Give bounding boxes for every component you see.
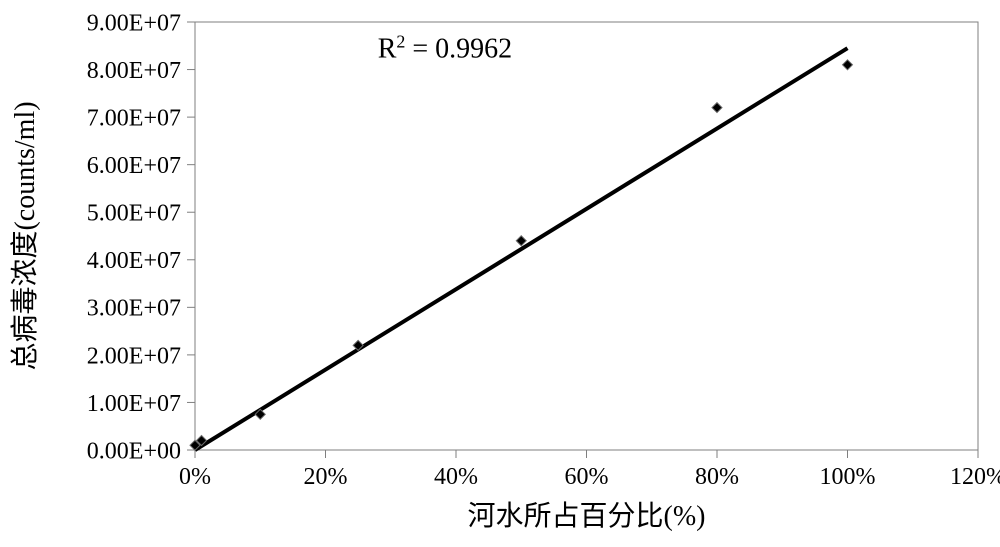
- x-tick-label: 80%: [695, 464, 739, 490]
- x-tick-label: 20%: [304, 464, 348, 490]
- y-tick-label: 8.00E+07: [87, 58, 181, 84]
- y-tick-label: 6.00E+07: [87, 153, 181, 179]
- y-tick-label: 1.00E+07: [87, 391, 181, 417]
- chart-container: 0% 20% 40% 60% 80% 100% 120% 0.00E+00 1.00E+07 2.…: [0, 0, 1000, 547]
- y-tick-label: 3.00E+07: [87, 296, 181, 322]
- scatter-chart: 0% 20% 40% 60% 80% 100% 120% 0.00E+00 1.00E+07 2.…: [0, 0, 1000, 547]
- x-tick-label: 60%: [565, 464, 609, 490]
- y-axis-label: 总病毒浓度(counts/ml): [9, 101, 41, 370]
- y-tick-label: 2.00E+07: [87, 343, 181, 369]
- x-tick-label: 40%: [434, 464, 478, 490]
- y-tick-label: 0.00E+00: [87, 438, 181, 464]
- y-tick-label: 7.00E+07: [87, 106, 181, 132]
- y-tick-label: 9.00E+07: [87, 10, 181, 36]
- x-tick-label: 0%: [179, 464, 211, 490]
- x-axis-label: 河水所占百分比(%): [468, 500, 706, 532]
- y-tick-label: 4.00E+07: [87, 248, 181, 274]
- x-tick-label: 100%: [820, 464, 876, 490]
- y-tick-label: 5.00E+07: [87, 201, 181, 227]
- x-tick-label: 120%: [950, 464, 1000, 490]
